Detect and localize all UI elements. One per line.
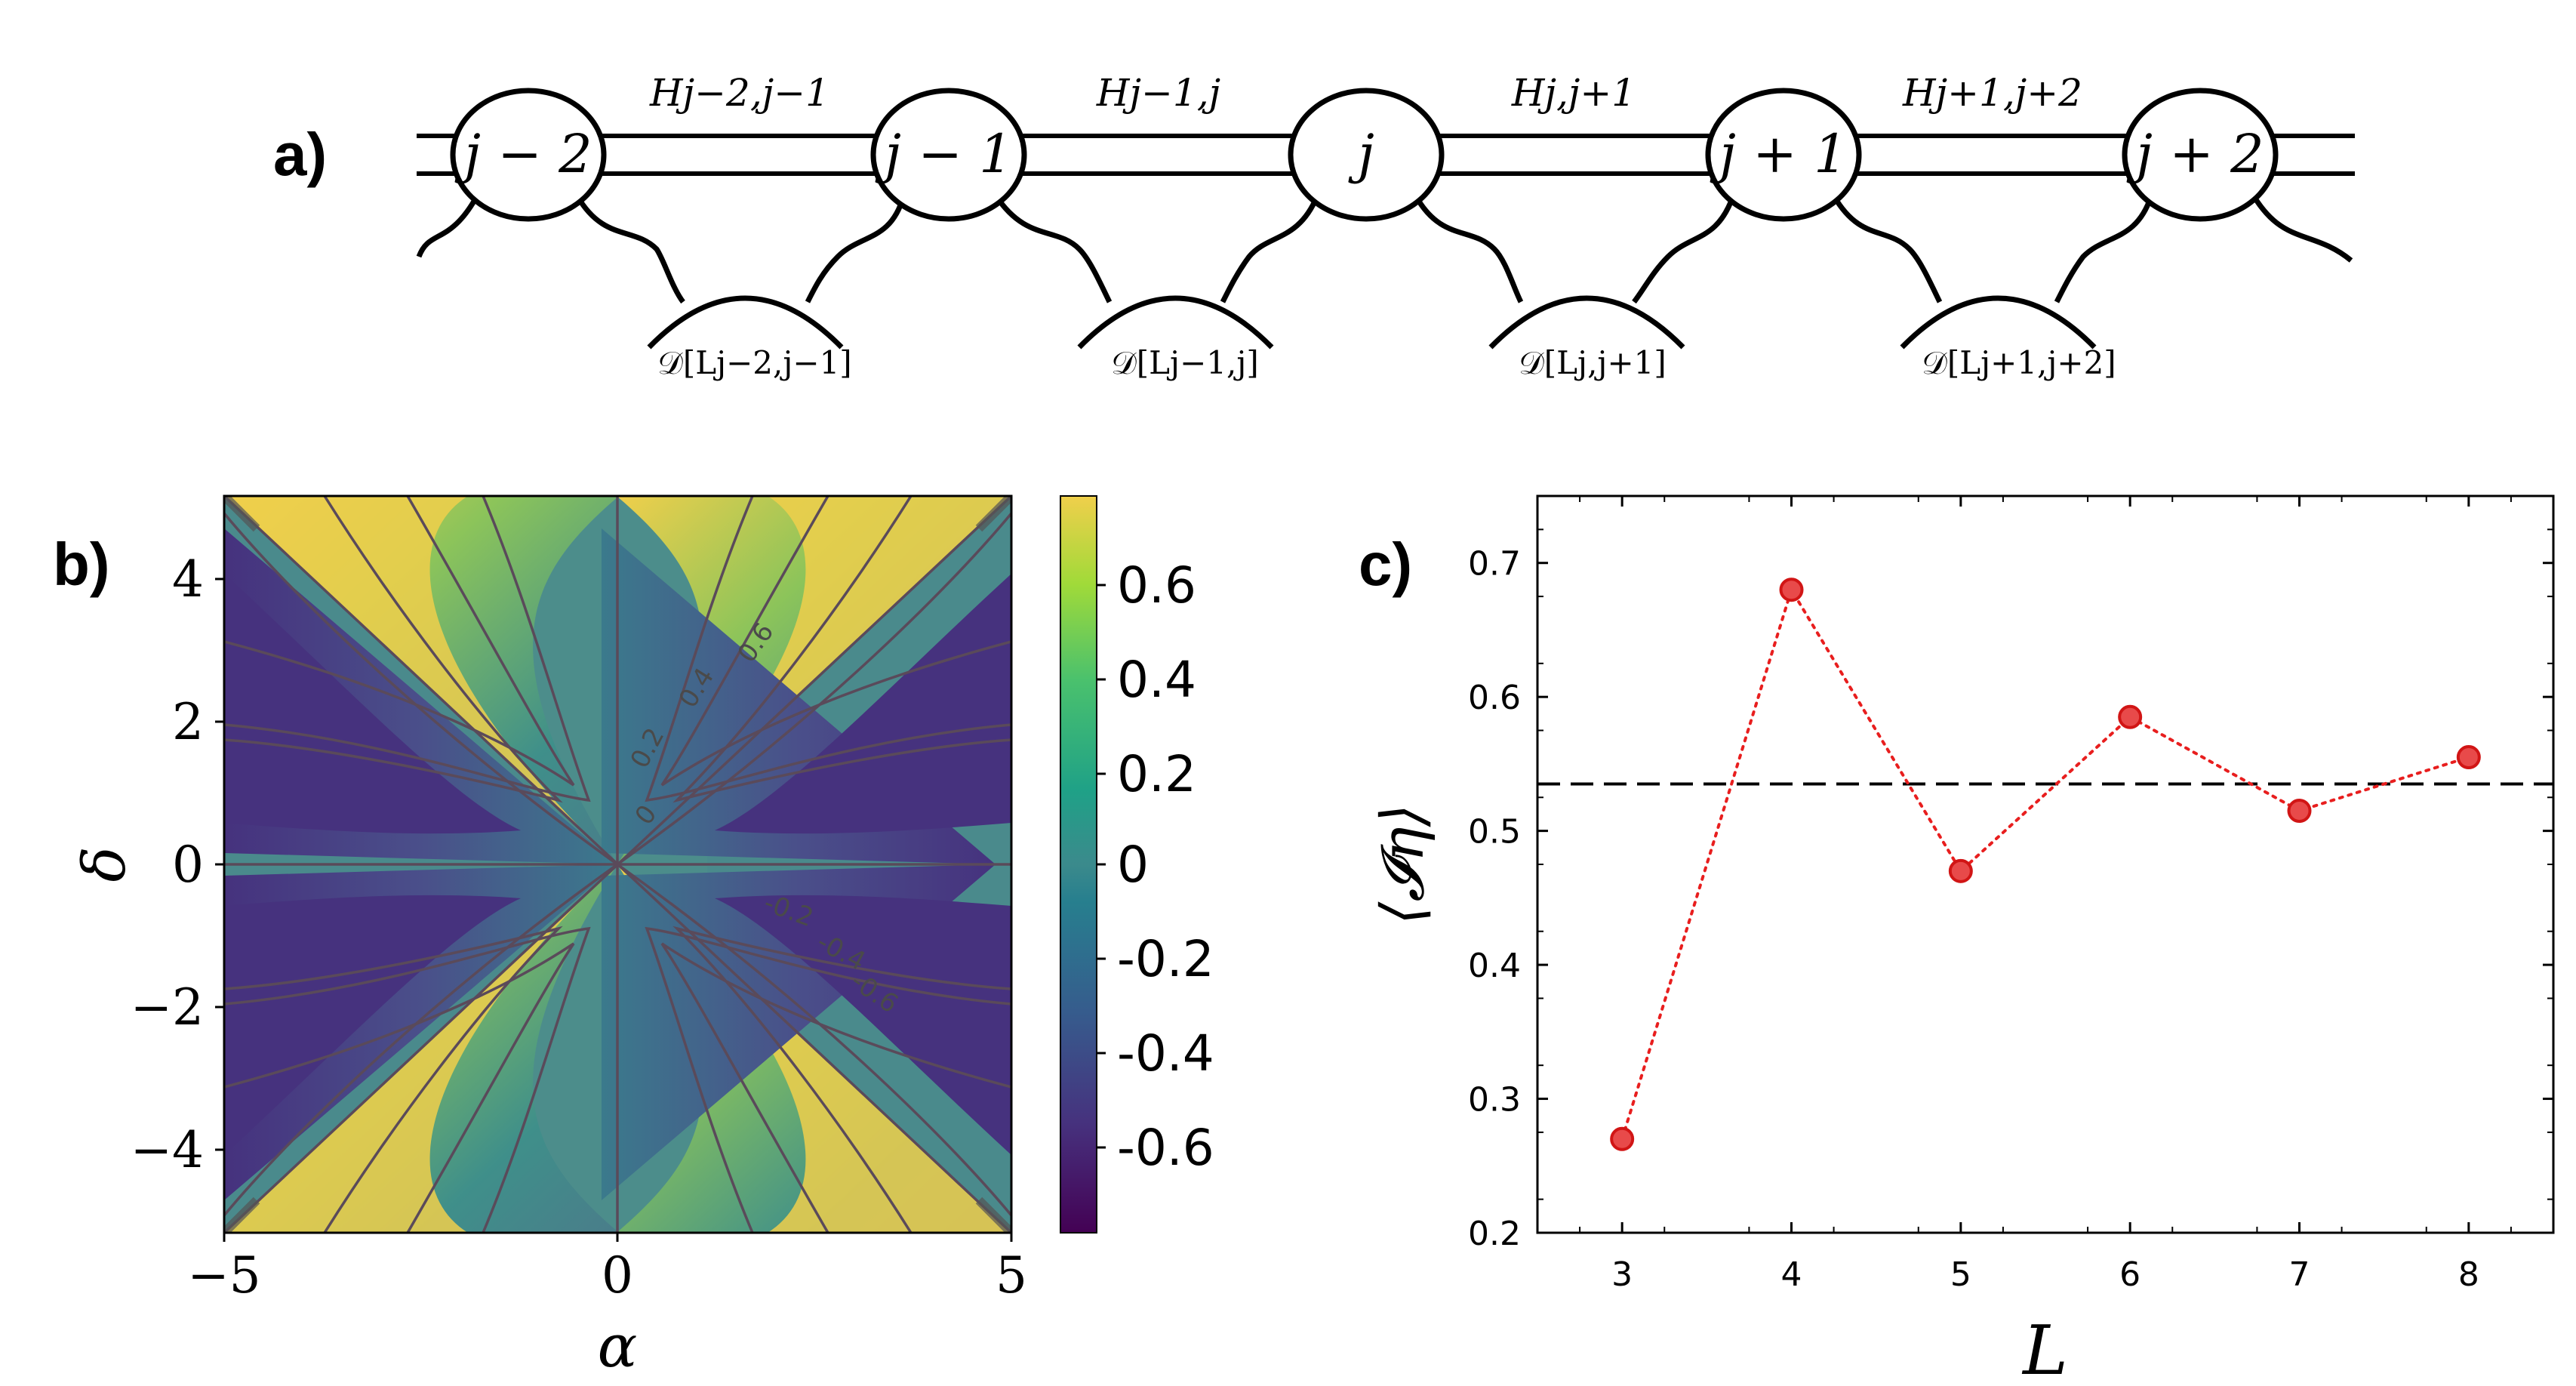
- y-tick-label: 0.4: [1468, 947, 1521, 985]
- y-tick-label: −4: [131, 1121, 204, 1179]
- heatmap-panel: 0 0.2 0.4 0.6 -0.2 -0.4 -0.6 −5 0 5 4 2 …: [71, 494, 1214, 1381]
- data-point: [2456, 745, 2481, 770]
- data-point: [1779, 578, 1804, 602]
- y-axis-label: ⟨𝓘η⟩: [1369, 804, 1437, 925]
- x-axis-label: α: [598, 1313, 638, 1381]
- colorbar-tick-label: 0.2: [1117, 745, 1196, 803]
- x-tick-label: 5: [996, 1246, 1027, 1304]
- colorbar-tick-label: 0: [1117, 836, 1149, 894]
- data-line: [1620, 586, 2470, 1141]
- panel-b-label: b): [53, 531, 110, 598]
- dissipator-label-2: 𝒟[Lj−1,j]: [1111, 344, 1259, 381]
- x-tick-label: 4: [1781, 1255, 1802, 1294]
- dissipator-label-4: 𝒟[Lj+1,j+2]: [1922, 344, 2116, 381]
- site-node-2: j − 1: [870, 88, 1027, 222]
- site-label: j − 2: [454, 123, 592, 185]
- colorbar: [1060, 495, 1097, 1234]
- dissipator-label-3: 𝒟[Lj,j+1]: [1519, 344, 1667, 381]
- colorbar-tick-label: -0.2: [1117, 930, 1214, 988]
- scatter-x-ticks: 3 4 5 6 7 8: [1579, 496, 2512, 1294]
- y-tick-label: 4: [172, 550, 204, 608]
- bond-label-3: Hj,j+1: [1511, 71, 1636, 115]
- data-point: [1610, 1126, 1635, 1151]
- y-tick-label: 0.2: [1468, 1215, 1521, 1253]
- bath-arcs: [647, 295, 2097, 350]
- panel-c-label: c): [1359, 531, 1412, 598]
- y-tick-label: 2: [172, 693, 204, 751]
- site-node-3: j: [1288, 88, 1445, 222]
- x-tick-label: 5: [1950, 1255, 1971, 1294]
- y-tick-label: 0.7: [1468, 545, 1521, 584]
- y-tick-label: −2: [131, 978, 204, 1036]
- site-node-1: j − 2: [450, 88, 607, 222]
- x-tick-label: 0: [602, 1246, 633, 1304]
- bond-label-4: Hj+1,j+2: [1902, 71, 2082, 115]
- data-point: [2287, 799, 2312, 824]
- data-point: [1948, 858, 1973, 883]
- x-tick-label: −5: [187, 1246, 260, 1304]
- site-label: j + 2: [2126, 123, 2264, 185]
- heatmap-image: [224, 496, 1011, 1233]
- x-axis-label: L: [2021, 1311, 2068, 1386]
- scatter-frame: [1536, 494, 2555, 1234]
- colorbar-tick-label: 0.6: [1117, 556, 1196, 614]
- scatter-panel: 0.7 0.6 0.5 0.4 0.3 0.2 3 4 5 6 7 8 L ⟨𝓘η⟩: [1369, 494, 2555, 1386]
- heatmap-x-ticks: [223, 1233, 1013, 1242]
- colorbar-tick-label: -0.4: [1117, 1024, 1214, 1083]
- site-node-4: j + 1: [1705, 88, 1862, 222]
- panel-a-label: a): [273, 121, 327, 188]
- bond-label-2: Hj−1,j: [1096, 71, 1220, 115]
- chain-diagram: j − 2 j − 1 j j + 1 j + 2 Hj−2,j−1 Hj−1,…: [416, 71, 2355, 381]
- colorbar-tick-label: -0.6: [1117, 1119, 1214, 1177]
- y-axis-label: δ: [71, 847, 139, 882]
- dissipator-label-1: 𝒟[Lj−2,j−1]: [657, 344, 851, 381]
- site-label: j − 1: [875, 123, 1012, 185]
- scatter-y-ticks: 0.7 0.6 0.5 0.4 0.3 0.2: [1468, 528, 2553, 1253]
- heatmap-y-ticks: [215, 578, 224, 1151]
- site-label: j + 1: [1710, 123, 1847, 185]
- data-point: [2118, 704, 2143, 729]
- y-tick-label: 0.3: [1468, 1081, 1521, 1120]
- colorbar-ticks: [1097, 584, 1106, 1149]
- bond-label-1: Hj−2,j−1: [649, 71, 829, 115]
- data-points: [1610, 578, 2481, 1151]
- x-tick-label: 8: [2458, 1255, 2479, 1294]
- site-node-5: j + 2: [2122, 88, 2279, 222]
- x-tick-label: 7: [2289, 1255, 2310, 1294]
- x-tick-label: 6: [2119, 1255, 2141, 1294]
- y-tick-label: 0: [172, 836, 204, 894]
- y-tick-label: 0.6: [1468, 679, 1521, 717]
- diagonal-edges: [224, 496, 1011, 1233]
- contour-lines: [224, 496, 1011, 1233]
- x-tick-label: 3: [1611, 1255, 1633, 1294]
- colorbar-tick-label: 0.4: [1117, 651, 1196, 709]
- y-tick-label: 0.5: [1468, 813, 1521, 852]
